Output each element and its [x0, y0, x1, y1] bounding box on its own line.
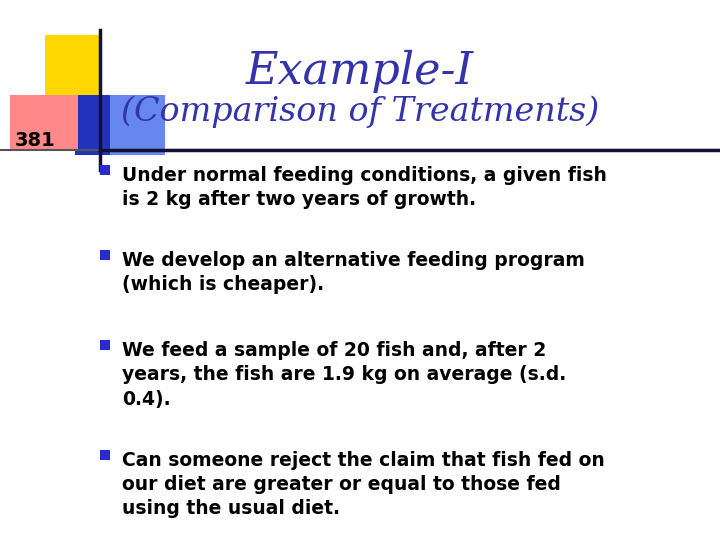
Text: Example-I: Example-I: [246, 50, 474, 93]
Bar: [10, 95, 78, 150]
Bar: [100, 165, 110, 175]
Bar: [100, 450, 110, 460]
Text: (Comparison of Treatments): (Comparison of Treatments): [121, 95, 599, 127]
Text: Under normal feeding conditions, a given fish
is 2 kg after two years of growth.: Under normal feeding conditions, a given…: [122, 166, 607, 209]
Bar: [75, 95, 110, 155]
Text: We develop an alternative feeding program
(which is cheaper).: We develop an alternative feeding progra…: [122, 251, 585, 294]
Text: 381: 381: [15, 131, 55, 150]
Bar: [45, 35, 100, 100]
Bar: [100, 340, 110, 350]
Bar: [75, 95, 165, 155]
Text: Can someone reject the claim that fish fed on
our diet are greater or equal to t: Can someone reject the claim that fish f…: [122, 451, 605, 518]
Text: We feed a sample of 20 fish and, after 2
years, the fish are 1.9 kg on average (: We feed a sample of 20 fish and, after 2…: [122, 341, 566, 408]
Bar: [100, 250, 110, 260]
